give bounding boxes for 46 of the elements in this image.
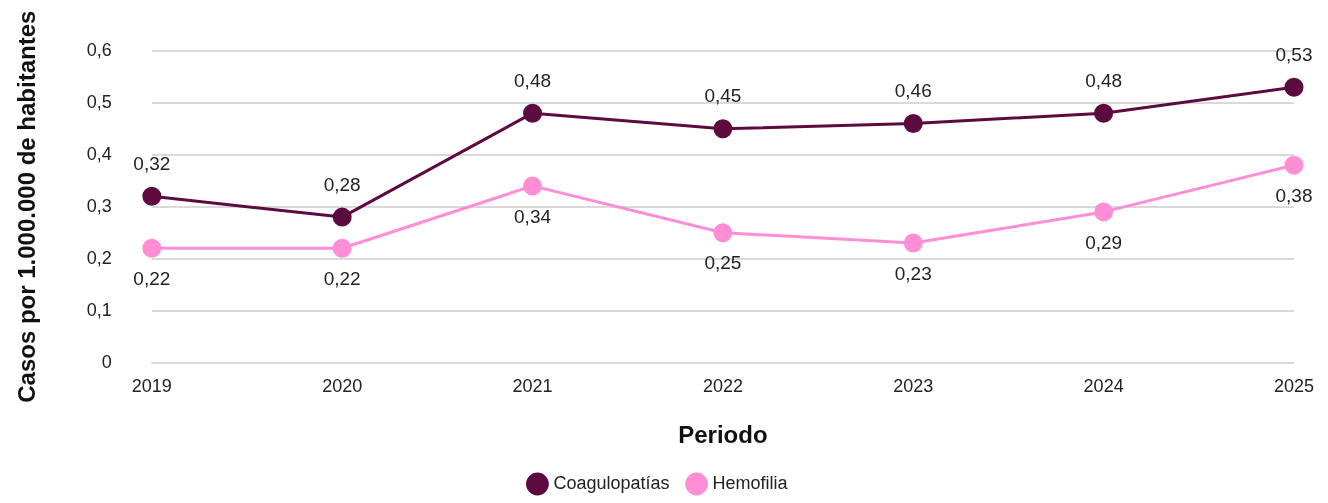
data-label: 0,45: [704, 85, 742, 107]
y-tick-label: 0,4: [86, 143, 112, 164]
point: [332, 207, 352, 227]
data-label: 0,28: [323, 173, 361, 195]
y-tick-label: 0,1: [86, 299, 112, 320]
point: [523, 176, 543, 196]
data-label: 0,38: [1275, 184, 1313, 206]
data-label: 0,32: [133, 153, 171, 175]
x-tick-label: 2021: [512, 376, 553, 397]
point: [713, 223, 733, 243]
legend-label: Hemofilia: [712, 472, 789, 493]
x-tick-label: 2020: [322, 376, 363, 397]
x-tick-label: 2022: [702, 376, 743, 397]
point: [1284, 77, 1304, 97]
y-tick-label: 0,2: [86, 247, 112, 268]
data-label: 0,34: [514, 205, 552, 227]
data-label: 0,29: [1085, 231, 1123, 253]
point: [1284, 155, 1304, 175]
point: [1094, 103, 1114, 123]
data-label: 0,46: [894, 80, 932, 102]
point: [903, 233, 923, 253]
point: [142, 238, 162, 258]
x-tick-label: 2019: [131, 376, 172, 397]
point: [713, 119, 733, 139]
y-tick-label: 0,5: [86, 91, 112, 112]
y-tick-label: 0: [101, 351, 112, 372]
data-label: 0,25: [704, 252, 742, 274]
point: [1094, 202, 1114, 222]
point: [523, 103, 543, 123]
y-axis-title: Casos por 1.000.000 de habitantes: [13, 10, 41, 403]
x-tick-label: 2025: [1273, 376, 1314, 397]
point: [332, 238, 352, 258]
data-label: 0,22: [133, 268, 171, 290]
y-tick-label: 0,6: [86, 39, 112, 60]
point: [903, 114, 923, 134]
data-label: 0,48: [514, 69, 552, 91]
data-label: 0,48: [1085, 69, 1123, 91]
y-tick-label: 0,3: [86, 195, 112, 216]
data-label: 0,53: [1275, 43, 1313, 65]
data-label: 0,23: [894, 262, 932, 284]
legend-label: Coagulopatías: [553, 472, 670, 493]
data-label: 0,22: [323, 268, 361, 290]
x-tick-label: 2023: [893, 376, 934, 397]
x-axis-title: Periodo: [678, 421, 768, 449]
point: [142, 186, 162, 206]
x-tick-label: 2024: [1083, 376, 1124, 397]
